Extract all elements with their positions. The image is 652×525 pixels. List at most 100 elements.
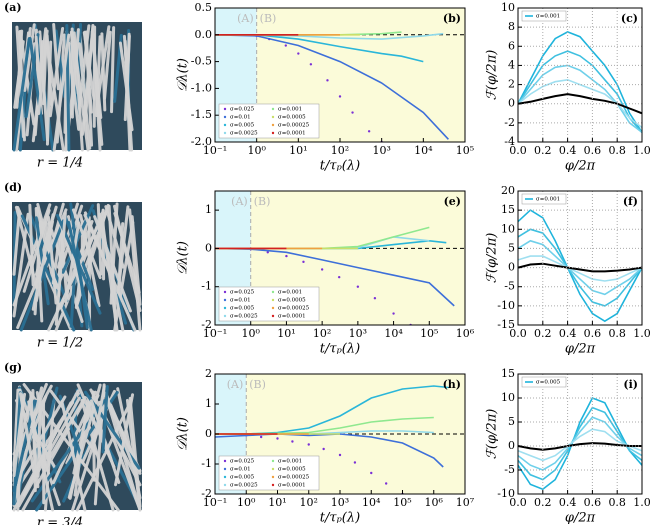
x-tick-label: 0.0 — [509, 327, 527, 340]
rod — [29, 391, 40, 489]
x-tick-label: 10⁰ — [242, 327, 261, 340]
rod-render — [12, 382, 142, 512]
x-tick-label: 10⁴ — [414, 144, 433, 157]
x-tick-label: 0.6 — [584, 144, 602, 157]
y-tick-label: -1.0 — [191, 81, 212, 94]
region-label: (B) — [249, 378, 266, 391]
x-tick-label: 0.4 — [559, 496, 577, 509]
x-axis-label: t/τₚ(λ) — [320, 342, 360, 357]
x-tick-label: 0.4 — [559, 144, 577, 157]
rod — [93, 215, 132, 313]
rod — [77, 42, 92, 150]
y-tick-label: -10 — [497, 487, 515, 500]
x-tick-label: 10⁻¹ — [203, 327, 227, 340]
legend-box — [521, 10, 567, 22]
x-tick-label: 0.0 — [509, 144, 527, 157]
legend-box — [218, 455, 320, 491]
y-tick-label: 0 — [508, 439, 515, 452]
y-axis-label: ℱ(φ/2π) — [485, 233, 500, 284]
x-tick-label: 10⁻¹ — [203, 496, 227, 509]
legend-label: σ=0.0025 — [230, 314, 258, 320]
x-tick-label: 1.0 — [633, 496, 651, 509]
x-tick-label: 10⁷ — [456, 496, 475, 509]
x-tick-label: 0.6 — [584, 496, 602, 509]
rod — [60, 400, 87, 512]
data-line — [518, 406, 642, 481]
rod — [12, 37, 31, 152]
y-tick-label: 10 — [501, 1, 515, 14]
legend-marker — [223, 290, 227, 294]
x-tick-label: 0.8 — [608, 327, 626, 340]
rod — [80, 25, 95, 136]
legend-label: σ=0.025 — [230, 459, 255, 465]
plot-frame — [517, 373, 643, 495]
region-label: (A) — [231, 195, 248, 208]
rod — [70, 28, 80, 116]
y-tick-label: 0 — [508, 97, 515, 110]
rod — [14, 205, 39, 290]
rod — [28, 36, 46, 142]
x-tick-label: 10⁵ — [456, 144, 474, 157]
legend-box — [218, 286, 320, 322]
legend-marker — [223, 298, 227, 302]
data-point — [367, 130, 371, 133]
legend-label: σ=0.0025 — [230, 483, 258, 489]
plot-frame — [214, 190, 466, 326]
plot — [518, 31, 642, 134]
legend-marker — [223, 467, 227, 471]
data-point — [285, 254, 288, 258]
rod — [91, 384, 106, 450]
data-point — [370, 471, 373, 475]
data-point — [291, 440, 294, 443]
x-tick-label: 10³ — [372, 144, 390, 157]
x-tick-label: 10³ — [331, 496, 349, 509]
y-tick-label: -1 — [201, 280, 212, 293]
data-line — [518, 416, 642, 471]
data-line — [518, 50, 642, 133]
legend-label: σ=0.001 — [278, 107, 302, 113]
x-tick-label: 0.0 — [509, 496, 527, 509]
y-axis-label: 𝒟λ(t) — [176, 58, 191, 92]
region-label: (B) — [260, 12, 277, 25]
legend-marker — [271, 306, 275, 310]
y-tick-label: 2 — [508, 78, 515, 91]
rod — [64, 221, 81, 304]
data-line — [518, 31, 642, 133]
legend-label: σ=0.0001 — [278, 131, 306, 137]
data-point — [373, 297, 377, 300]
y-tick-label: 5 — [508, 415, 515, 428]
legend-marker — [223, 459, 227, 463]
x-tick-label: 10⁶ — [456, 327, 475, 340]
data-line — [518, 64, 642, 134]
y-tick-label: -2.0 — [191, 135, 212, 148]
plot — [518, 396, 642, 491]
data-point — [351, 111, 354, 114]
rod — [20, 395, 67, 472]
legend-label: σ=0.0005 — [278, 467, 306, 473]
legend-marker — [271, 115, 275, 119]
panel-label: (h) — [443, 378, 461, 391]
legend-label: σ=0.025 — [230, 290, 255, 296]
rod — [101, 385, 109, 454]
panel-label: (c) — [621, 12, 638, 25]
legend-marker — [223, 131, 227, 135]
region-label: (B) — [254, 195, 271, 208]
data-point — [307, 443, 310, 446]
legend-label: σ=0.001 — [278, 290, 302, 296]
y-axis-label: ℱ(φ/2π) — [485, 409, 500, 460]
data-point — [320, 268, 324, 271]
x-tick-label: 10⁶ — [425, 496, 444, 509]
data-line — [518, 262, 642, 273]
legend-label: σ=0.00025 — [278, 123, 310, 129]
y-tick-label: 6 — [508, 39, 515, 52]
rod — [52, 23, 60, 91]
legend-label: σ=0.005 — [536, 380, 561, 386]
y-tick-label: 4 — [508, 58, 515, 71]
y-tick-label: 0 — [205, 241, 212, 254]
y-tick-label: -4 — [504, 135, 515, 148]
x-tick-label: 0.8 — [608, 496, 626, 509]
legend-marker — [271, 131, 275, 135]
data-point — [266, 251, 269, 254]
y-tick-label: -15 — [497, 318, 515, 331]
